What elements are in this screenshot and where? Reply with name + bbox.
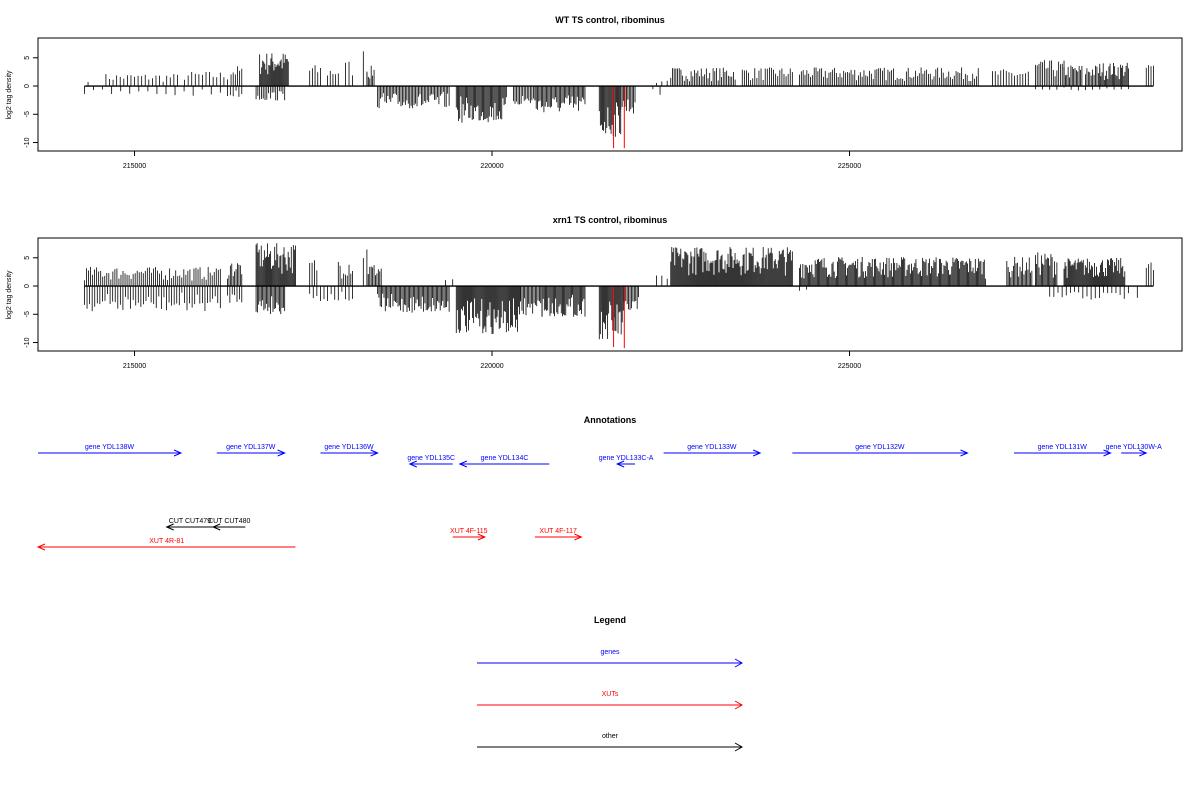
annotation-arrowhead <box>36 543 46 551</box>
annotation-feature: XUT 4F-117 <box>534 528 583 541</box>
wt-y-tick-label: 0 <box>24 84 31 88</box>
wt-x-tick-label: 225000 <box>838 163 861 170</box>
annotation-label: CUT CUT479 <box>169 518 211 525</box>
xrn1-x-tick-label: 220000 <box>480 363 503 370</box>
xrn1-plot-frame <box>37 237 1183 352</box>
annotation-feature: gene YDL132W <box>792 444 969 457</box>
annotation-feature: gene YDL135C <box>407 455 455 468</box>
annotation-feature: gene YDL133C-A <box>599 455 654 468</box>
legend-entry-XUTs: XUTs <box>477 691 744 710</box>
annotation-feature: XUT 4R-81 <box>36 538 296 551</box>
legend: genes XUTs other <box>477 649 744 752</box>
wt-highlight-bars <box>613 86 625 149</box>
wt-x-axis: 215000 220000 225000 <box>123 151 861 170</box>
wt-panel-title: WT TS control, ribominus <box>555 15 665 25</box>
legend-label: XUTs <box>602 691 619 698</box>
annotation-label: gene YDL138W <box>85 444 135 451</box>
xrn1-y-tick-label: 5 <box>24 256 31 260</box>
wt-y-axis-label: log2 tag density <box>6 70 13 120</box>
xrn1-y-axis-label: log2 tag density <box>6 270 13 320</box>
wt-y-axis: -10 -5 0 5 <box>24 56 38 148</box>
annotation-arrowhead <box>173 449 183 457</box>
annotation-feature: gene YDL136W <box>320 444 379 457</box>
legend-title: Legend <box>594 615 626 625</box>
annotation-label: gene YDL134C <box>481 455 529 462</box>
annotation-arrowhead <box>477 533 487 541</box>
xrn1-x-tick-label: 215000 <box>123 363 146 370</box>
wt-x-tick-label: 220000 <box>480 163 503 170</box>
xrn1-y-tick-label: -10 <box>24 337 31 347</box>
annotation-feature: CUT CUT479 <box>165 518 214 531</box>
annotation-arrowhead <box>1139 449 1148 457</box>
annotation-label: gene YDL131W <box>1038 444 1088 451</box>
annotation-arrowhead <box>408 460 417 468</box>
annotation-feature: gene YDL130W-A <box>1106 444 1162 457</box>
wt-density-panel: WT TS control, ribominus log2 tag densit… <box>6 15 1183 170</box>
annotation-arrowhead <box>277 449 286 457</box>
annotation-label: gene YDL133C-A <box>599 455 654 462</box>
annotation-feature: gene YDL137W <box>216 444 286 457</box>
annotation-feature: gene YDL133W <box>663 444 762 457</box>
annotation-feature: gene YDL134C <box>458 455 550 468</box>
xrn1-density-bars <box>84 243 1154 340</box>
annotation-label: XUT 4R-81 <box>149 538 184 545</box>
annotation-track: gene YDL138W gene YDL137W gene YDL136W gene… <box>36 444 1162 551</box>
xrn1-x-axis: 215000 220000 225000 <box>123 351 861 370</box>
legend-label: other <box>602 733 619 740</box>
annotation-feature: gene YDL138W <box>38 444 183 457</box>
wt-plot-frame <box>37 37 1183 152</box>
annotation-feature: XUT 4F-115 <box>450 528 488 541</box>
annotation-label: gene YDL130W-A <box>1106 444 1162 451</box>
legend-arrowhead <box>734 658 744 668</box>
legend-entry-genes: genes <box>477 649 744 668</box>
annotation-arrowhead <box>752 449 762 457</box>
wt-y-tick-label: 5 <box>24 56 31 60</box>
wt-density-bars <box>84 51 1154 137</box>
annotation-arrowhead <box>165 523 174 531</box>
annotation-arrowhead <box>615 460 625 468</box>
xrn1-y-tick-label: -5 <box>24 311 31 317</box>
annotation-feature: gene YDL131W <box>1013 444 1112 457</box>
annotation-arrowhead <box>960 449 969 457</box>
xrn1-highlight-bars <box>613 286 625 349</box>
annotation-label: gene YDL136W <box>324 444 374 451</box>
xrn1-x-tick-label: 225000 <box>838 363 861 370</box>
annotation-arrowhead <box>370 449 379 457</box>
wt-y-tick-label: -5 <box>24 111 31 117</box>
wt-x-tick-label: 215000 <box>123 163 146 170</box>
annotation-arrowhead <box>574 533 583 541</box>
annotation-label: gene YDL132W <box>855 444 905 451</box>
annotation-arrowhead <box>1103 449 1112 457</box>
xrn1-y-tick-label: 0 <box>24 284 31 288</box>
legend-label: genes <box>600 649 620 656</box>
legend-arrowhead <box>734 700 744 710</box>
annotation-arrowhead <box>211 523 221 531</box>
xrn1-density-panel: xrn1 TS control, ribominus log2 tag dens… <box>6 215 1183 370</box>
annotation-label: XUT 4F-117 <box>539 528 577 535</box>
annotation-label: gene YDL135C <box>407 455 455 462</box>
legend-arrowhead <box>734 742 744 752</box>
annotation-label: gene YDL137W <box>226 444 276 451</box>
wt-y-tick-label: -10 <box>24 137 31 147</box>
annotation-label: CUT CUT480 <box>208 518 250 525</box>
legend-entry-other: other <box>477 733 744 752</box>
xrn1-y-axis: -10 -5 0 5 <box>24 256 38 348</box>
annotation-arrowhead <box>458 460 468 468</box>
annotation-feature: CUT CUT480 <box>208 518 250 531</box>
annotation-label: XUT 4F-115 <box>450 528 488 535</box>
xrn1-panel-title: xrn1 TS control, ribominus <box>553 215 668 225</box>
annotation-label: gene YDL133W <box>687 444 737 451</box>
annotations-title: Annotations <box>584 415 637 425</box>
